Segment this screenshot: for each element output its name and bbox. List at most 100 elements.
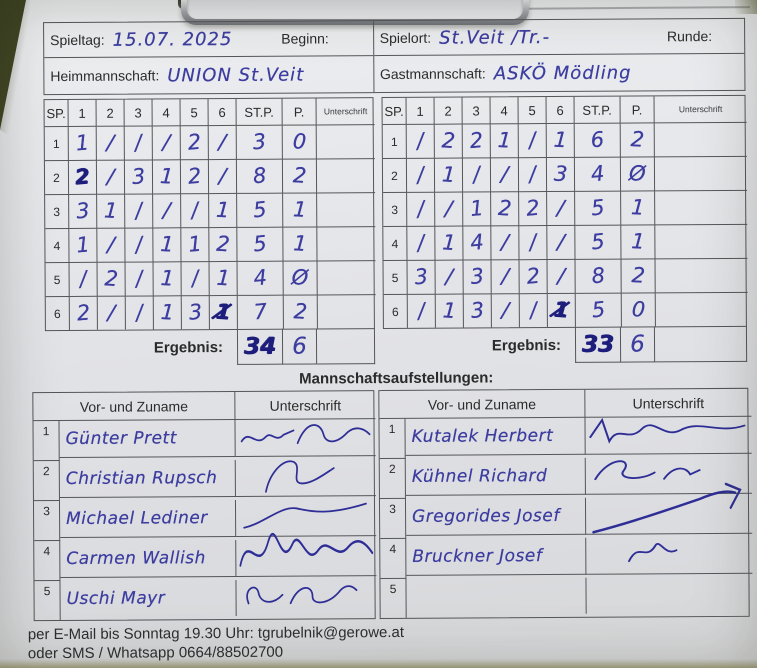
game-number: 3	[383, 192, 408, 228]
points-cell: 1	[283, 227, 318, 262]
handwritten-value: 2	[292, 163, 307, 188]
score-row: 2 / 1 / / / 3 4 Ø	[382, 156, 748, 194]
name-column-header: Vor- und Zuname	[379, 389, 586, 420]
signature-cell-empty	[318, 295, 376, 328]
lineup-row: 5	[380, 577, 748, 619]
score-row: 5/2/1/1 4 Ø	[45, 261, 376, 298]
stp-cell: 7	[237, 295, 284, 329]
column-header: 5	[518, 97, 547, 125]
handwritten-value: 1	[75, 232, 91, 258]
handwritten-value: 2	[468, 127, 485, 154]
handwritten-value: 2	[630, 263, 646, 288]
header-guest-box: Spielort: St.Veit /Tr.- Runde: Gastmanns…	[373, 17, 746, 94]
handwritten-value: 5	[589, 195, 606, 221]
lineup-row: 1 Kutalek Herbert	[379, 416, 752, 460]
handwritten-value: 3	[187, 299, 204, 325]
player-number: 1	[379, 418, 406, 460]
player-name: Michael Lediner	[59, 499, 237, 539]
stp-cell: 5	[575, 225, 622, 260]
handwritten-value: /	[134, 266, 144, 291]
handwritten-value: 1	[630, 229, 646, 254]
handwritten-value: Ø	[291, 265, 310, 291]
ergebnis-signature-empty	[654, 325, 748, 363]
handwritten-value: 2	[524, 195, 541, 221]
handwritten-value: 1	[292, 231, 308, 256]
score-cell: /	[491, 226, 520, 261]
player-name: Bruckner Josef	[406, 537, 587, 576]
column-header: ST.P.	[236, 98, 283, 126]
column-header: SP.	[382, 97, 407, 126]
handwritten-value: 1	[496, 127, 512, 153]
points-cell: 2	[620, 123, 655, 158]
heimmannschaft-label: Heimmannschaft:	[50, 67, 160, 85]
score-cell: /	[547, 225, 576, 261]
score-cell: 1	[434, 158, 464, 193]
stp-cell: 5	[575, 293, 622, 327]
handwritten-value: /	[134, 232, 144, 257]
score-cell: /	[125, 194, 154, 229]
column-header: SP.	[44, 99, 69, 128]
score-cell: 2	[209, 227, 238, 263]
handwritten-value: 2	[186, 163, 203, 189]
handwritten-value: /	[190, 197, 200, 223]
signature-scribble-icon	[240, 424, 371, 445]
handwritten-value: 1	[74, 130, 91, 156]
clipboard-clip-icon	[181, 0, 529, 25]
gastmannschaft-value: ASKÖ Mödling	[493, 62, 632, 84]
game-number: 6	[383, 294, 408, 329]
score-row: 2 2/3 1 2/8 2	[44, 159, 376, 196]
score-grid: SP. 1 2 3 4 5 6 ST.P. P. Unterschrift 1 1///2/3 0 2 2/…	[43, 97, 376, 332]
lineup-row: 1 Günter Prett	[33, 419, 376, 462]
handwritten-value: /	[78, 266, 88, 292]
handwritten-value: 3	[469, 263, 485, 290]
handwritten-value: 5	[590, 297, 607, 323]
column-header: Unterschrift	[654, 95, 747, 124]
handwritten-value: /	[190, 265, 200, 291]
handwritten-value: Günter Prett	[65, 428, 177, 449]
score-cell: 3	[69, 194, 98, 229]
handwritten-value: 3	[251, 129, 268, 155]
player-name: Gregorides Josef	[405, 497, 587, 536]
points-cell: 0	[282, 125, 317, 160]
player-number: 2	[33, 461, 60, 502]
stp-cell: 5	[575, 191, 622, 226]
handwritten-value: 1	[159, 265, 175, 291]
handwritten-value: 1	[215, 265, 231, 291]
handwritten-value: /	[134, 300, 144, 325]
handwritten-value: 1̸	[215, 299, 232, 325]
signature-scribble-icon	[246, 585, 358, 605]
signature-cell-empty	[655, 190, 748, 226]
handwritten-value: 5	[590, 229, 606, 255]
handwritten-value: 1	[292, 197, 308, 222]
score-row: 3 3 1///1 5 1	[45, 193, 376, 230]
stp-cell: 6	[574, 123, 621, 158]
handwritten-value: 2	[75, 300, 92, 326]
signature-scribble-icon	[239, 532, 374, 567]
signature	[586, 536, 753, 575]
handwritten-value: /	[527, 127, 537, 153]
score-cell: 1	[69, 228, 98, 263]
handwritten-value: /	[134, 198, 144, 223]
score-row: 6 2//1 3 1̸ 7 2	[45, 295, 376, 331]
handwritten-value: /	[556, 195, 566, 221]
lineup-table-guest: Vor- und Zuname Unterschrift 1 Kutalek Herb…	[378, 387, 753, 620]
score-cell: /	[407, 294, 436, 328]
score-cell: /	[125, 262, 154, 297]
lineup-row: 4 Carmen Wallish	[34, 532, 377, 582]
handwritten-value: 0	[630, 297, 646, 322]
score-cell: 1	[153, 296, 182, 330]
handwritten-value: 1	[441, 230, 457, 256]
clipboard-clip-inner	[187, 0, 523, 19]
score-cell: 2	[180, 126, 209, 161]
column-header: 1	[406, 97, 435, 125]
handwritten-value: 2	[74, 164, 91, 190]
ergebnis-row: Ergebnis: 33 6	[383, 325, 748, 364]
heimmannschaft-value: UNION St.Veit	[167, 64, 305, 86]
ergebnis-points: 6	[282, 328, 318, 365]
score-cell: 1	[68, 126, 97, 161]
points-cell: Ø	[283, 261, 318, 296]
handwritten-value: /	[218, 163, 227, 189]
score-cell: /	[208, 159, 238, 195]
signature-cell-empty	[317, 227, 376, 262]
score-cell: /	[406, 158, 436, 193]
